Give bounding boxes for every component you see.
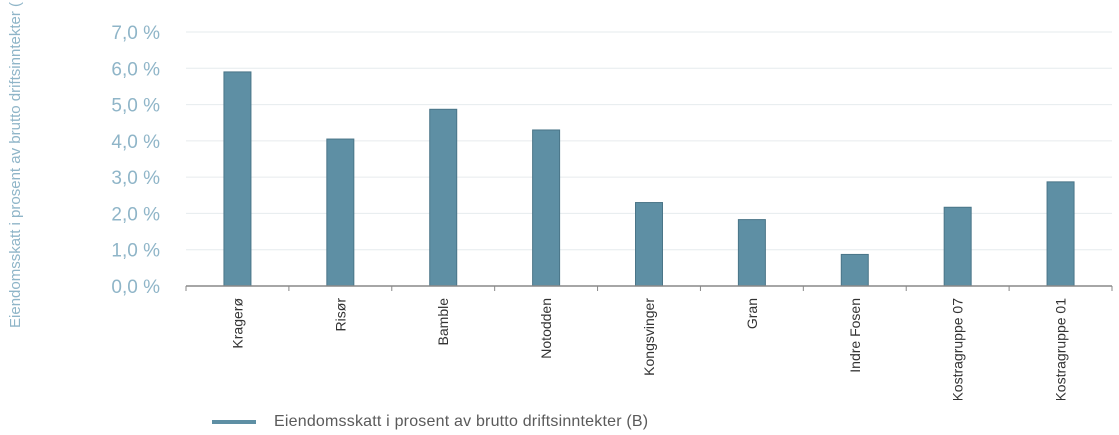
bar-kostragruppe-01 xyxy=(1046,181,1075,287)
x-category-label: Indre Fosen xyxy=(847,298,863,373)
y-tick-label: 0,0 % xyxy=(111,277,160,298)
y-tick-label: 4,0 % xyxy=(111,132,160,153)
y-tick-label: 2,0 % xyxy=(111,204,160,225)
y-tick-label: 6,0 % xyxy=(111,59,160,80)
bar-kongsvinger xyxy=(635,202,663,287)
bar-chart: 0,0 % 1,0 % 2,0 % 3,0 % 4,0 % 5,0 % 6,0 % 7,0 %… xyxy=(7,2,1113,400)
x-category-label: Bamble xyxy=(435,298,451,346)
bar-bamble xyxy=(429,108,458,287)
bar-kragerø xyxy=(223,71,252,287)
y-tick-label: 7,0 % xyxy=(111,23,160,44)
bars xyxy=(223,71,1075,287)
legend-label: Eiendomsskatt i prosent av brutto drifts… xyxy=(274,413,649,430)
legend: Eiendomsskatt i prosent av brutto drifts… xyxy=(212,410,648,434)
x-axis-category-labels: Kragerø Risør Bamble Notodden Kongsvinger Gra… xyxy=(229,298,1068,400)
x-category-label: Kragerø xyxy=(229,298,245,349)
y-axis-tick-labels: 0,0 % 1,0 % 2,0 % 3,0 % 4,0 % 5,0 % 6,0 % 7,0 % xyxy=(111,23,160,298)
x-category-label: Kostragruppe 07 xyxy=(950,298,966,400)
y-axis-label: Eiendomsskatt i prosent av brutto drifts… xyxy=(7,2,24,328)
y-tick-label: 5,0 % xyxy=(111,96,160,117)
bar-gran xyxy=(737,219,766,287)
bar-notodden xyxy=(532,129,561,287)
bar-risør xyxy=(326,138,355,287)
x-axis xyxy=(185,285,1113,291)
bar-kostragruppe-07 xyxy=(943,206,972,287)
x-category-label: Kongsvinger xyxy=(641,298,657,376)
legend-swatch xyxy=(212,420,256,424)
x-category-label: Risør xyxy=(332,298,348,332)
y-tick-label: 3,0 % xyxy=(111,168,160,189)
y-tick-label: 1,0 % xyxy=(111,241,160,262)
x-category-label: Kostragruppe 01 xyxy=(1053,298,1069,400)
x-category-label: Gran xyxy=(744,298,760,329)
bar-indre-fosen xyxy=(840,253,869,287)
x-category-label: Notodden xyxy=(538,298,554,359)
